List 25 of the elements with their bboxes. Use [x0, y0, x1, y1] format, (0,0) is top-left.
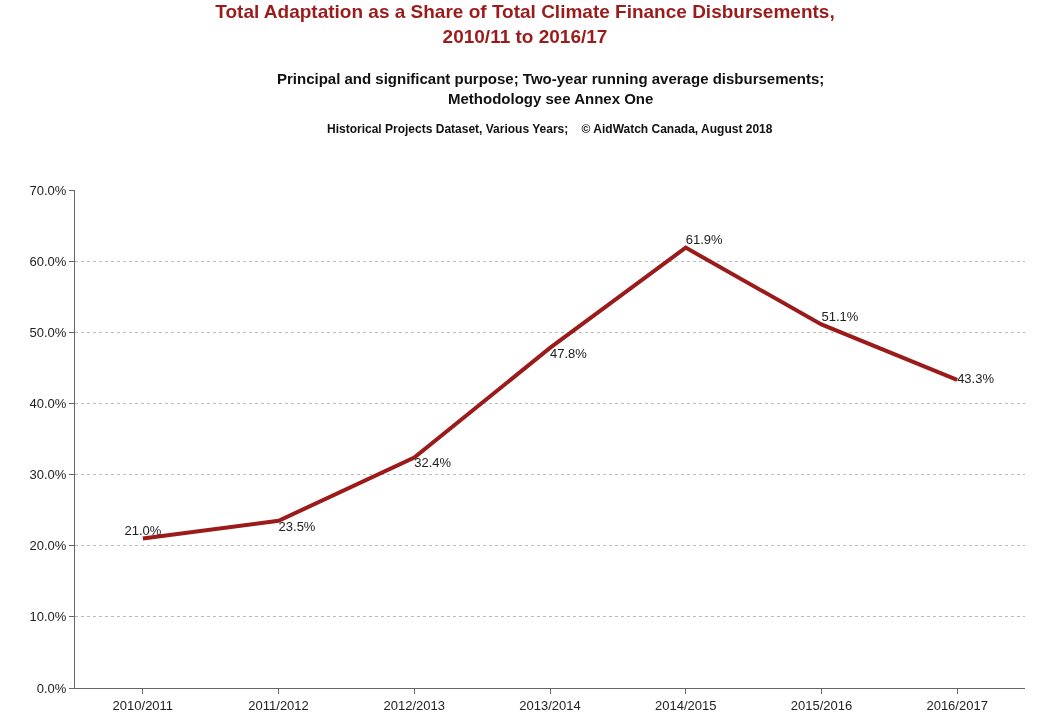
data-label: 43.3% — [957, 371, 995, 387]
x-tick-label: 2010/2011 — [112, 697, 174, 713]
data-label: 51.1% — [821, 309, 859, 325]
chart-subtitle: Principal and significant purpose; Two-year running average disbursements; Methodology see Annex One — [277, 70, 825, 107]
y-tick-label: 50.0% — [29, 324, 67, 340]
x-tick-label: 2016/2017 — [926, 697, 988, 713]
text: Historical Projects Dataset, Various Years; © AidWatch Canada, August 2018 — [327, 122, 773, 136]
x-tick-label: 2012/2013 — [383, 697, 446, 713]
y-tick-label: 0.0% — [36, 680, 67, 696]
y-tick-label: 20.0% — [29, 538, 67, 554]
x-tick-label: 2013/2014 — [519, 697, 581, 713]
y-tick-label: 30.0% — [29, 467, 67, 483]
y-tick-label: 40.0% — [29, 395, 67, 411]
y-tick-label: 70.0% — [29, 182, 67, 198]
y-tick-label: 60.0% — [29, 253, 67, 269]
chart-title: Total Adaptation as a Share of Total Climate Finance Disbursements, 2010/11 to 2016/17 — [215, 1, 835, 47]
data-label: 21.0% — [124, 523, 162, 539]
x-tick-label: 2015/2016 — [790, 697, 853, 713]
data-label: 23.5% — [278, 518, 316, 534]
x-tick-label: 2014/2015 — [654, 697, 717, 713]
data-label: 47.8% — [550, 345, 588, 361]
y-tick-label: 10.0% — [29, 609, 67, 625]
x-tick-label: 2011/2012 — [248, 697, 309, 713]
data-label: 61.9% — [685, 232, 724, 248]
data-label: 32.4% — [414, 455, 452, 471]
